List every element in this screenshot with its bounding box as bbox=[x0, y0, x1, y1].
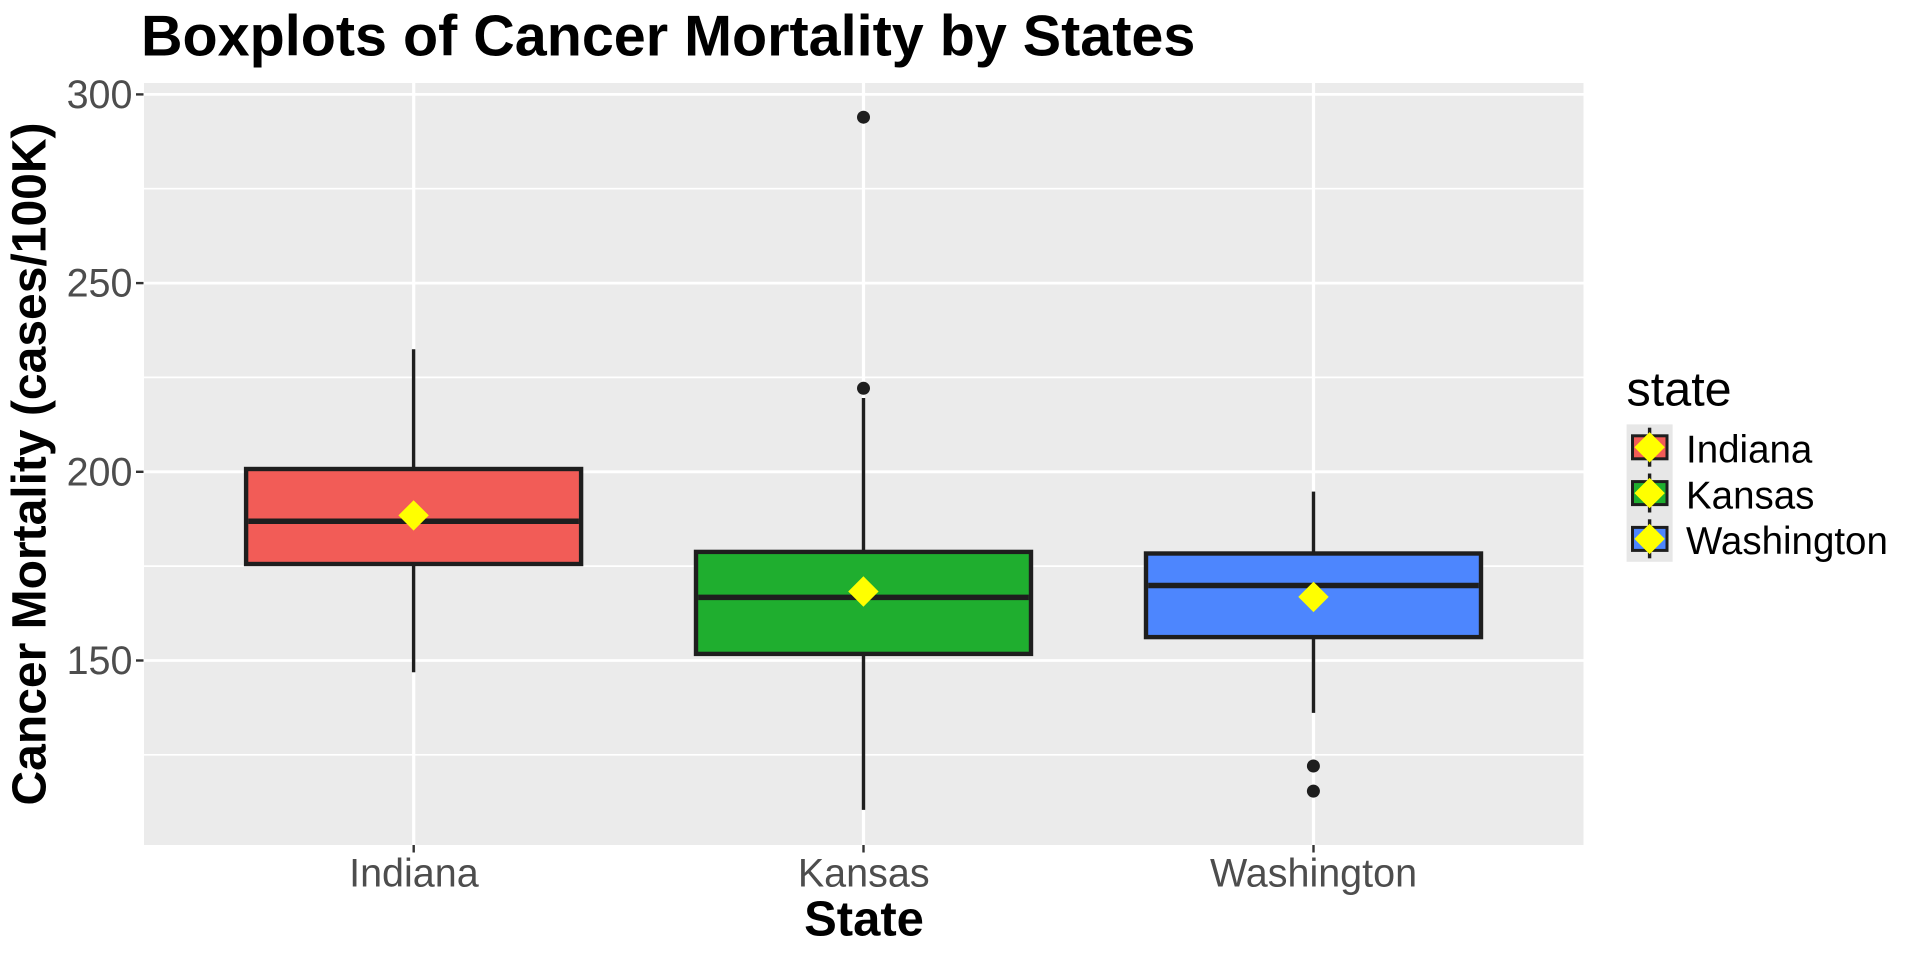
svg-text:200: 200 bbox=[67, 450, 133, 494]
svg-text:300: 300 bbox=[67, 73, 133, 117]
svg-text:State: State bbox=[804, 893, 924, 947]
svg-text:Cancer Mortality (cases/100K): Cancer Mortality (cases/100K) bbox=[4, 123, 57, 806]
svg-text:Indiana: Indiana bbox=[349, 852, 479, 896]
svg-text:Boxplots of Cancer Mortality b: Boxplots of Cancer Mortality by States bbox=[141, 5, 1195, 69]
svg-text:Indiana: Indiana bbox=[1686, 429, 1813, 472]
svg-text:Washington: Washington bbox=[1210, 852, 1417, 896]
svg-text:Washington: Washington bbox=[1686, 520, 1888, 563]
svg-text:Kansas: Kansas bbox=[798, 852, 930, 896]
svg-text:150: 150 bbox=[67, 639, 133, 683]
svg-text:state: state bbox=[1627, 363, 1732, 417]
svg-text:Kansas: Kansas bbox=[1686, 474, 1814, 517]
svg-text:250: 250 bbox=[67, 262, 133, 306]
